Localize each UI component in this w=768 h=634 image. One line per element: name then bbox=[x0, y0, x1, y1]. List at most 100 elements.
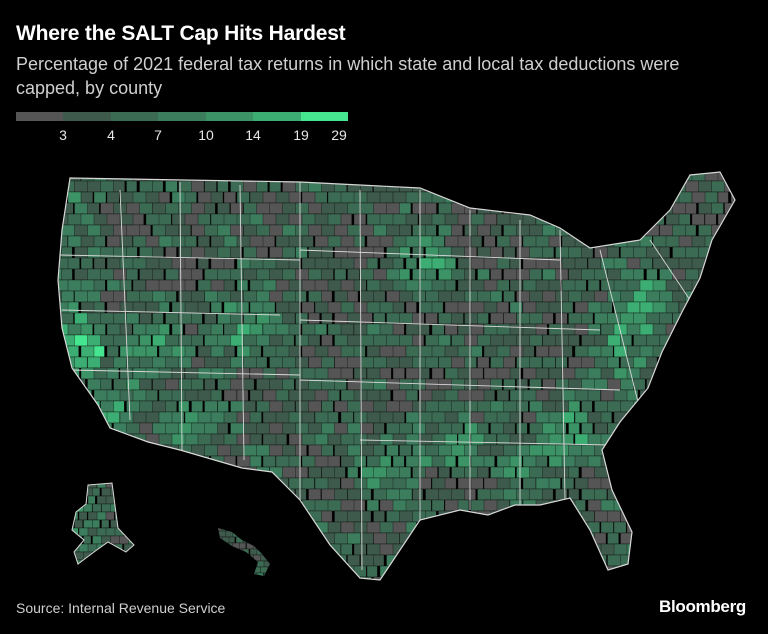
county-cell bbox=[243, 488, 261, 501]
county-cell bbox=[730, 345, 735, 358]
county-cell bbox=[470, 477, 484, 490]
county-cell bbox=[223, 213, 239, 226]
county-cell bbox=[301, 301, 315, 314]
county-cell bbox=[665, 477, 678, 490]
county-cell bbox=[138, 536, 148, 544]
county-cell bbox=[717, 279, 730, 292]
county-cell bbox=[132, 527, 134, 537]
county-cell bbox=[223, 477, 238, 490]
county-cell bbox=[704, 477, 723, 490]
county-cell bbox=[738, 445, 756, 456]
county-cell bbox=[581, 466, 596, 479]
county-cell bbox=[600, 433, 619, 446]
county-cell bbox=[243, 290, 259, 303]
county-cell bbox=[233, 579, 241, 585]
county-cell bbox=[236, 235, 252, 248]
county-cell bbox=[197, 213, 211, 226]
county-cell bbox=[260, 566, 268, 574]
county-cell bbox=[529, 180, 544, 193]
county-cell bbox=[132, 477, 145, 490]
county-cell bbox=[412, 224, 427, 237]
county-cell bbox=[126, 488, 145, 501]
county-cell bbox=[698, 400, 714, 413]
county-cell bbox=[256, 180, 268, 193]
county-cell bbox=[620, 202, 638, 215]
county-cell bbox=[724, 422, 735, 435]
county-cell bbox=[210, 172, 229, 182]
county-cell bbox=[659, 510, 674, 523]
county-cell bbox=[503, 466, 516, 479]
legend-ticks: 3 4 7 10 14 19 29 bbox=[16, 127, 348, 147]
county-cell bbox=[626, 301, 641, 314]
county-cell bbox=[165, 488, 181, 501]
county-cell bbox=[132, 559, 134, 564]
county-cell bbox=[626, 345, 642, 358]
county-cell bbox=[444, 279, 456, 292]
county-cell bbox=[232, 554, 239, 562]
county-cell bbox=[165, 290, 177, 303]
county-cell bbox=[243, 510, 261, 523]
county-cell bbox=[158, 301, 170, 314]
county-cell bbox=[132, 323, 147, 336]
county-cell bbox=[100, 444, 112, 457]
county-cell bbox=[444, 172, 459, 182]
county-cell bbox=[83, 503, 93, 513]
county-cell bbox=[139, 224, 151, 237]
county-cell bbox=[438, 444, 452, 457]
county-cell bbox=[249, 323, 263, 336]
county-cell bbox=[574, 172, 592, 182]
county-cell bbox=[535, 477, 550, 490]
county-cell bbox=[509, 543, 522, 556]
county-cell bbox=[509, 565, 526, 578]
state-border bbox=[59, 254, 301, 261]
county-cell bbox=[223, 345, 235, 358]
county-cell bbox=[496, 521, 513, 534]
county-cell bbox=[678, 499, 692, 512]
county-cell bbox=[672, 444, 686, 457]
county-cell bbox=[399, 554, 417, 567]
county-cell bbox=[711, 268, 727, 281]
county-cell bbox=[87, 559, 97, 564]
county-cell bbox=[152, 466, 166, 479]
county-cell bbox=[217, 224, 233, 237]
county-cell bbox=[503, 246, 516, 259]
county-cell bbox=[321, 444, 334, 457]
county-cell bbox=[392, 521, 407, 534]
county-cell bbox=[613, 279, 629, 292]
county-cell bbox=[685, 378, 703, 391]
county-cell bbox=[373, 356, 388, 369]
county-cell bbox=[483, 367, 499, 380]
county-cell bbox=[496, 235, 511, 248]
county-cell bbox=[548, 389, 564, 402]
county-cell bbox=[717, 323, 732, 336]
county-cell bbox=[509, 389, 526, 402]
county-cell bbox=[327, 411, 339, 424]
county-cell bbox=[425, 268, 437, 281]
county-cell bbox=[405, 301, 417, 314]
county-cell bbox=[711, 378, 723, 391]
county-cell bbox=[451, 466, 465, 479]
county-cell bbox=[217, 576, 235, 580]
county-cell bbox=[126, 554, 145, 567]
county-cell bbox=[633, 202, 645, 215]
county-cell bbox=[321, 268, 334, 281]
state-border bbox=[559, 229, 566, 501]
county-cell bbox=[470, 191, 490, 204]
county-cell bbox=[282, 312, 296, 325]
county-cell bbox=[139, 356, 154, 369]
county-cell bbox=[711, 466, 725, 479]
county-cell bbox=[516, 378, 528, 391]
county-cell bbox=[126, 180, 138, 193]
county-cell bbox=[165, 510, 184, 523]
county-cell bbox=[555, 554, 568, 567]
county-cell bbox=[314, 323, 327, 336]
county-cell bbox=[392, 191, 408, 204]
county-cell bbox=[191, 334, 204, 347]
county-cell bbox=[730, 323, 735, 336]
county-cell bbox=[477, 532, 492, 545]
county-cell bbox=[165, 356, 181, 369]
county-cell bbox=[87, 202, 100, 215]
county-cell bbox=[132, 521, 151, 534]
county-cell bbox=[711, 444, 729, 457]
county-cell bbox=[730, 521, 735, 534]
